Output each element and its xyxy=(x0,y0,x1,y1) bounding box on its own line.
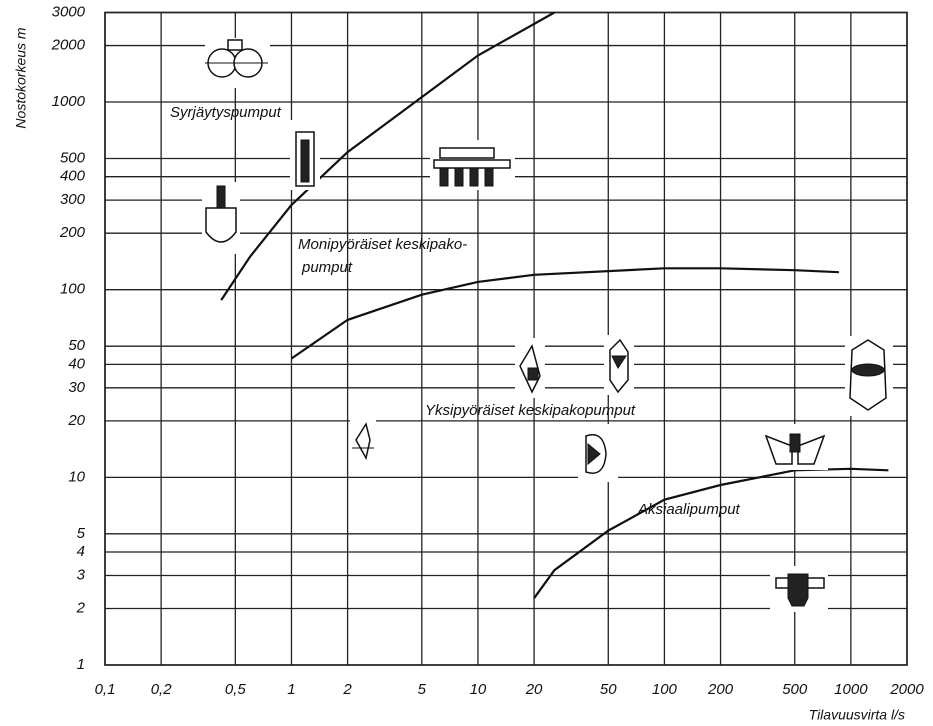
pump-icon xyxy=(770,566,828,612)
y-tick-label: 400 xyxy=(60,168,86,185)
y-axis-label: Nostokorkeus m xyxy=(13,27,29,128)
pump-icon xyxy=(350,410,376,466)
annotation: Yksipyöräiset keskipakopumput xyxy=(425,402,636,419)
y-tick-label: 40 xyxy=(68,355,85,372)
pump-icons xyxy=(202,38,893,612)
x-tick-label: 10 xyxy=(470,681,487,698)
annotation: pumput xyxy=(301,259,353,276)
x-tick-label: 0,2 xyxy=(151,681,173,698)
y-tick-label: 3000 xyxy=(52,3,86,20)
y-tick-label: 300 xyxy=(60,191,86,208)
annotation: Aksiaalipumput xyxy=(637,501,741,518)
x-tick-label: 2000 xyxy=(889,681,924,698)
pump-icon xyxy=(604,335,634,395)
x-tick-label: 1 xyxy=(287,681,295,698)
pump-icon xyxy=(515,338,545,398)
pump-icon xyxy=(290,120,320,190)
y-tick-label: 20 xyxy=(67,412,85,429)
y-tick-label: 1 xyxy=(77,656,85,673)
y-tick-label: 1000 xyxy=(52,93,86,110)
x-tick-label: 20 xyxy=(525,681,543,698)
y-tick-label: 5 xyxy=(77,525,86,542)
x-tick-label: 5 xyxy=(418,681,427,698)
y-tick-label: 2 xyxy=(76,599,86,616)
y-tick-label: 200 xyxy=(59,224,86,241)
pump-icon xyxy=(760,424,828,470)
pump-icon xyxy=(430,140,515,190)
x-axis-label: Tilavuusvirta l/s xyxy=(809,707,905,723)
curve xyxy=(290,267,839,360)
y-tick-label: 50 xyxy=(68,337,85,354)
x-tick-label: 200 xyxy=(707,681,734,698)
y-tick-label: 100 xyxy=(60,281,86,298)
pump-icon xyxy=(205,38,270,88)
x-tick-label: 50 xyxy=(600,681,617,698)
y-tick-label: 2000 xyxy=(51,37,86,54)
y-tick-label: 500 xyxy=(60,149,86,166)
y-tick-label: 3 xyxy=(77,566,86,583)
annotation: Syrjäytyspumput xyxy=(170,104,282,121)
text-layer: 0,1 0,2 0,5 1 2 5 10 20 50 100 200 500 1000 200012345… xyxy=(13,3,925,722)
x-tick-label: 2 xyxy=(342,681,352,698)
y-tick-label: 30 xyxy=(68,379,85,396)
pump-icon xyxy=(845,336,893,416)
pump-icon xyxy=(578,424,618,482)
x-tick-label: 1000 xyxy=(834,681,868,698)
x-tick-label: 500 xyxy=(782,681,808,698)
curve xyxy=(220,11,555,301)
annotation: Monipyöräiset keskipako- xyxy=(298,236,467,253)
x-tick-label: 0,5 xyxy=(225,681,247,698)
x-tick-label: 0,1 xyxy=(95,681,116,698)
y-tick-label: 4 xyxy=(77,543,85,560)
curve-layer xyxy=(220,11,889,599)
y-tick-label: 10 xyxy=(68,468,85,485)
curve xyxy=(533,467,889,599)
x-tick-label: 100 xyxy=(652,681,678,698)
pump-icon xyxy=(202,182,240,254)
